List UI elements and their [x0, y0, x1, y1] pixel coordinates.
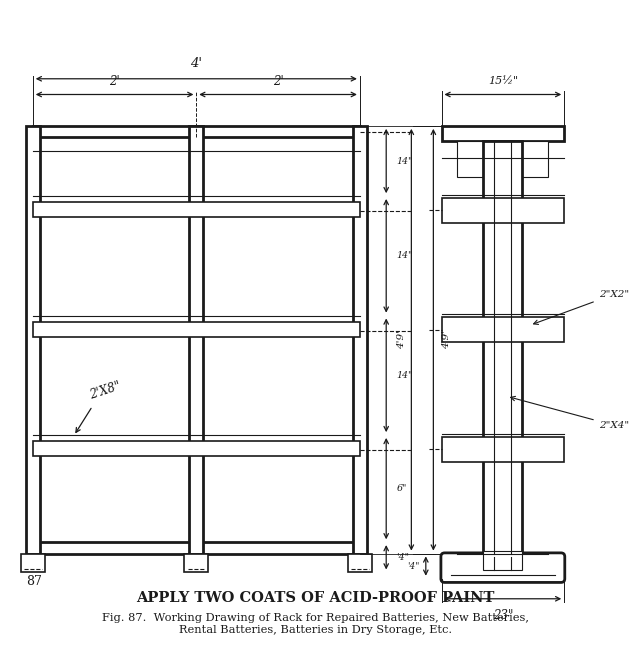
Text: '4": '4"	[396, 553, 409, 562]
Text: 14": 14"	[396, 251, 413, 260]
Text: 87: 87	[27, 575, 43, 588]
Text: 2"X2": 2"X2"	[534, 290, 629, 325]
Text: 14": 14"	[396, 157, 413, 165]
Text: 15½": 15½"	[488, 76, 518, 86]
Text: 4'9': 4'9'	[442, 330, 451, 349]
Text: APPLY TWO COATS OF ACID-PROOF PAINT: APPLY TWO COATS OF ACID-PROOF PAINT	[136, 590, 495, 605]
Bar	[483, 551, 522, 570]
Bar	[353, 126, 367, 553]
Text: 23": 23"	[492, 609, 513, 622]
Bar	[483, 141, 522, 553]
Bar	[441, 126, 564, 141]
Text: 2'X8": 2'X8"	[88, 380, 122, 402]
Bar	[189, 126, 203, 553]
Bar	[184, 553, 208, 572]
Bar	[33, 202, 360, 217]
Text: Rental Batteries, Batteries in Dry Storage, Etc.: Rental Batteries, Batteries in Dry Stora…	[179, 625, 452, 634]
Bar	[26, 126, 39, 553]
Bar	[441, 437, 564, 462]
Bar	[21, 553, 45, 572]
Text: 2': 2'	[109, 75, 120, 88]
Bar	[441, 318, 564, 342]
Text: 14": 14"	[396, 371, 413, 380]
Bar	[33, 322, 360, 336]
Text: 2': 2'	[273, 75, 283, 88]
Bar	[441, 198, 564, 223]
Text: 4': 4'	[190, 57, 203, 70]
Text: 6": 6"	[396, 484, 406, 493]
Bar	[33, 126, 360, 137]
Bar	[33, 441, 360, 456]
Text: 4'9': 4'9'	[397, 330, 406, 349]
Bar	[457, 141, 548, 177]
Text: 2"X4": 2"X4"	[511, 397, 629, 430]
Bar	[33, 542, 360, 553]
FancyBboxPatch shape	[441, 553, 565, 583]
Text: Fig. 87.  Working Drawing of Rack for Repaired Batteries, New Batteries,: Fig. 87. Working Drawing of Rack for Rep…	[103, 612, 529, 623]
Bar	[348, 553, 372, 572]
Text: '4": '4"	[407, 562, 420, 571]
